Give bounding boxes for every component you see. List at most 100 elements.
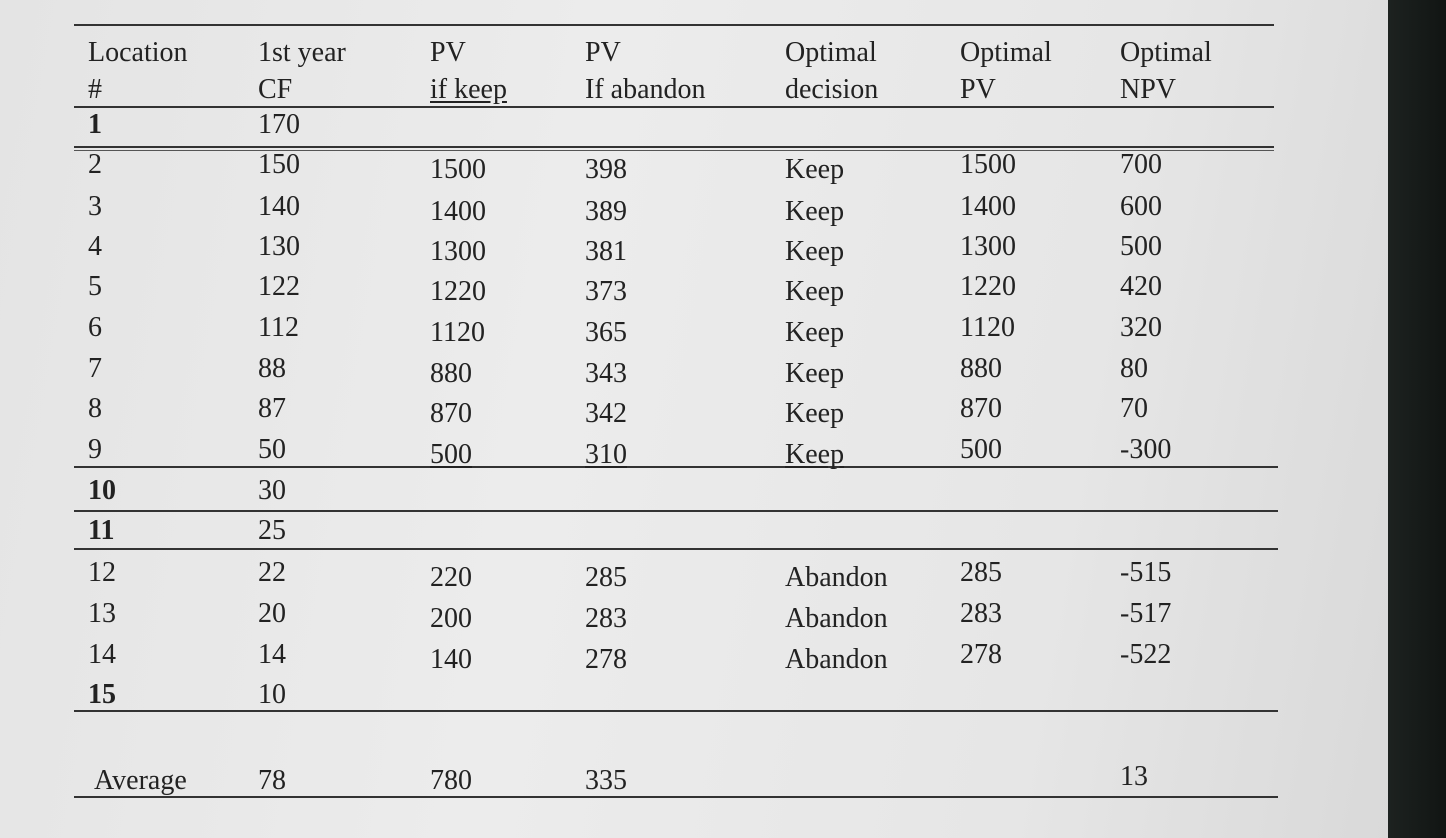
header-pv-if-abandon-line1: PV <box>585 37 621 68</box>
table-cell-location: 12 <box>88 557 116 588</box>
table-cell-location: 6 <box>88 312 102 343</box>
table-cell-pv-if-abandon: 398 <box>585 154 627 185</box>
table-cell-optimal-decision: Keep <box>785 236 845 267</box>
table-cell-location: 9 <box>88 434 102 465</box>
header-pv-if-abandon-line2: If abandon <box>585 74 706 105</box>
table-cell-location: 7 <box>88 353 102 384</box>
table-cell-first-year-cf: 10 <box>258 679 286 710</box>
table-cell-optimal-decision: Keep <box>785 276 845 307</box>
top-rule <box>74 24 1274 26</box>
table-cell-first-year-cf: 14 <box>258 639 286 670</box>
table-cell-pv-if-keep: 220 <box>430 562 472 593</box>
table-cell-optimal-pv: 880 <box>960 353 1002 384</box>
table-cell-optimal-npv: -517 <box>1120 598 1172 629</box>
table-cell-location: 11 <box>88 515 115 546</box>
table-cell-location: 1 <box>88 109 102 140</box>
table-cell-pv-if-keep: 200 <box>430 603 472 634</box>
table-cell-optimal-decision: Keep <box>785 154 845 185</box>
table-cell-optimal-decision: Keep <box>785 398 845 429</box>
table-cell-first-year-cf: 112 <box>258 312 299 343</box>
header-optimal-pv-line1: Optimal <box>960 37 1052 68</box>
table-cell-optimal-npv: 600 <box>1120 191 1162 222</box>
table-cell-optimal-decision: Keep <box>785 358 845 389</box>
table-cell-optimal-pv: 1400 <box>960 191 1016 222</box>
table-cell-pv-if-keep: 140 <box>430 644 472 675</box>
table-cell-optimal-npv: -300 <box>1120 434 1172 465</box>
table-cell-pv-if-keep: 1220 <box>430 276 486 307</box>
table-cell-optimal-npv: -515 <box>1120 557 1172 588</box>
table-cell-location: 13 <box>88 598 116 629</box>
header-pv-if-keep-line2: if keep <box>430 74 507 105</box>
table-cell-optimal-pv: 500 <box>960 434 1002 465</box>
table-cell-pv-if-abandon: 343 <box>585 358 627 389</box>
table-cell-pv-if-abandon: 342 <box>585 398 627 429</box>
table-cell-pv-if-keep: 1400 <box>430 196 486 227</box>
table-cell-first-year-cf: 87 <box>258 393 286 424</box>
table-cell-first-year-cf: 130 <box>258 231 300 262</box>
row15-rule <box>74 710 1278 712</box>
average-pv-if-abandon: 335 <box>585 765 627 796</box>
table-cell-first-year-cf: 170 <box>258 109 300 140</box>
header-optimal-pv-line2: PV <box>960 74 996 105</box>
table-cell-pv-if-keep: 500 <box>430 439 472 470</box>
table-cell-optimal-npv: 70 <box>1120 393 1148 424</box>
header-first-year-cf-line1: 1st year <box>258 37 346 68</box>
average-first-year-cf: 78 <box>258 765 286 796</box>
table-cell-location: 5 <box>88 271 102 302</box>
table-cell-optimal-npv: 420 <box>1120 271 1162 302</box>
table-cell-optimal-npv: 320 <box>1120 312 1162 343</box>
table-cell-optimal-pv: 278 <box>960 639 1002 670</box>
table-cell-location: 3 <box>88 191 102 222</box>
header-optimal-decision-line1: Optimal <box>785 37 877 68</box>
table-cell-first-year-cf: 150 <box>258 149 300 180</box>
header-first-year-cf-line2: CF <box>258 74 293 105</box>
table-cell-optimal-decision: Abandon <box>785 603 888 634</box>
table-cell-pv-if-keep: 1500 <box>430 154 486 185</box>
table-cell-optimal-npv: -522 <box>1120 639 1172 670</box>
header-location-line1: Location <box>88 37 188 68</box>
table-cell-location: 10 <box>88 475 116 506</box>
table-cell-first-year-cf: 88 <box>258 353 286 384</box>
table-cell-first-year-cf: 140 <box>258 191 300 222</box>
table-cell-optimal-pv: 1500 <box>960 149 1016 180</box>
table-cell-optimal-decision: Keep <box>785 196 845 227</box>
table-cell-first-year-cf: 50 <box>258 434 286 465</box>
row1-rule <box>74 146 1274 148</box>
header-pv-if-keep-line1: PV <box>430 37 466 68</box>
table-cell-optimal-decision: Abandon <box>785 562 888 593</box>
table-cell-optimal-pv: 1120 <box>960 312 1015 343</box>
table-cell-optimal-pv: 285 <box>960 557 1002 588</box>
average-optimal-npv: 13 <box>1120 761 1148 792</box>
table-cell-optimal-npv: 500 <box>1120 231 1162 262</box>
table-cell-first-year-cf: 25 <box>258 515 286 546</box>
table-cell-first-year-cf: 30 <box>258 475 286 506</box>
table-cell-pv-if-keep: 1300 <box>430 236 486 267</box>
table-cell-pv-if-abandon: 310 <box>585 439 627 470</box>
dark-background-edge <box>1388 0 1446 838</box>
table-cell-first-year-cf: 20 <box>258 598 286 629</box>
table-cell-optimal-pv: 1300 <box>960 231 1016 262</box>
average-pv-if-keep: 780 <box>430 765 472 796</box>
bottom-rule <box>74 796 1278 798</box>
table-cell-optimal-npv: 80 <box>1120 353 1148 384</box>
table-cell-pv-if-abandon: 285 <box>585 562 627 593</box>
table-cell-pv-if-abandon: 389 <box>585 196 627 227</box>
header-rule <box>74 106 1274 108</box>
table-cell-pv-if-abandon: 365 <box>585 317 627 348</box>
table-cell-location: 8 <box>88 393 102 424</box>
table-cell-pv-if-abandon: 381 <box>585 236 627 267</box>
table-cell-optimal-pv: 870 <box>960 393 1002 424</box>
table-cell-first-year-cf: 22 <box>258 557 286 588</box>
document-page <box>0 0 1390 838</box>
table-cell-pv-if-abandon: 283 <box>585 603 627 634</box>
header-location-line2: # <box>88 74 102 105</box>
table-cell-first-year-cf: 122 <box>258 271 300 302</box>
table-cell-location: 15 <box>88 679 116 710</box>
table-cell-pv-if-abandon: 373 <box>585 276 627 307</box>
row1-rule-2 <box>74 150 1274 151</box>
table-cell-pv-if-keep: 1120 <box>430 317 485 348</box>
average-location: Average <box>94 765 187 796</box>
table-cell-optimal-pv: 1220 <box>960 271 1016 302</box>
header-optimal-npv-line2: NPV <box>1120 74 1177 105</box>
table-cell-location: 2 <box>88 149 102 180</box>
